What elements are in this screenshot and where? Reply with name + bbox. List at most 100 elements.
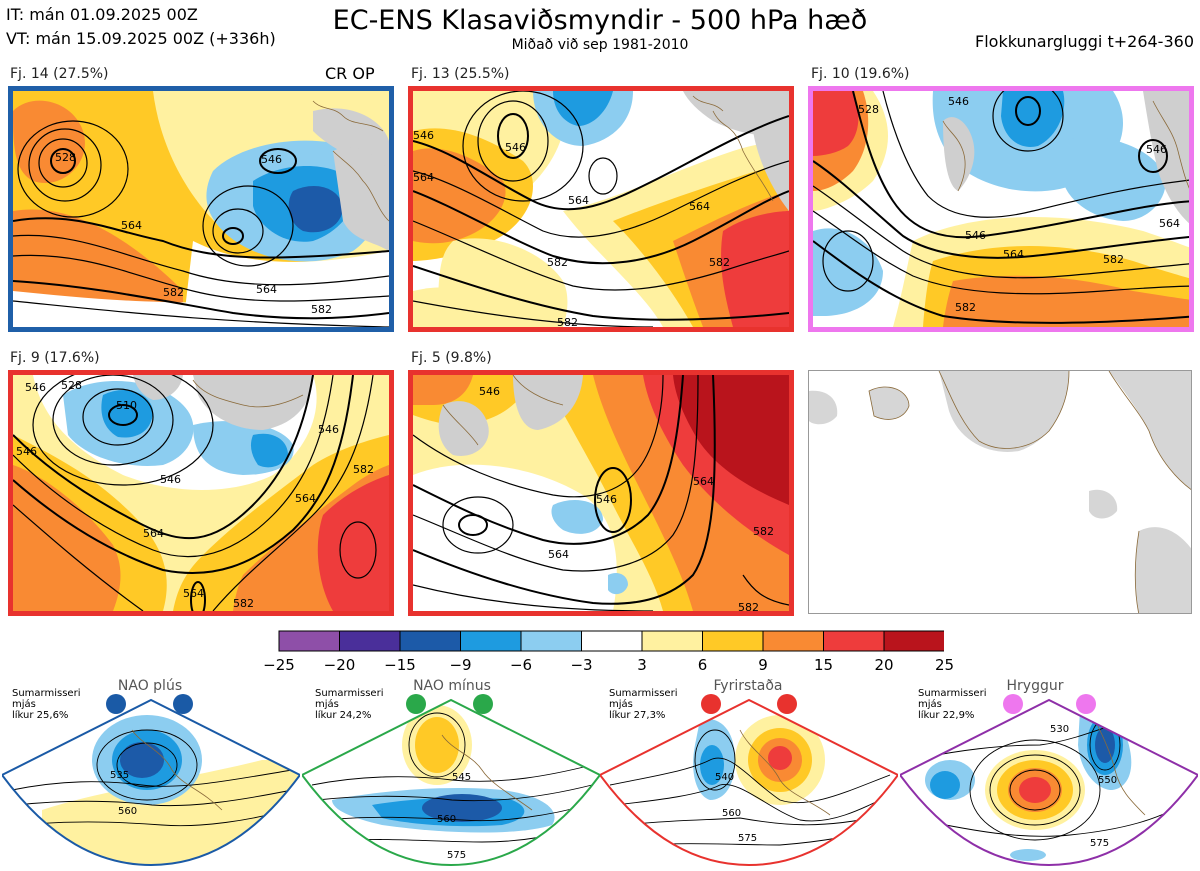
contour-label: 582 <box>955 301 976 314</box>
contour-label: 582 <box>1103 253 1124 266</box>
contour-label: 575 <box>738 833 757 844</box>
control-run-tag: CR OP <box>325 64 375 83</box>
contour-label: 564 <box>568 194 589 207</box>
contour-label: 528 <box>55 151 76 164</box>
regime-map-nao-minus[interactable]: 545 560 575 <box>302 690 600 870</box>
regime-map-blocking[interactable]: 540 560 575 <box>600 690 898 870</box>
colorbar-bin <box>278 630 340 652</box>
contour-label: 575 <box>1090 838 1109 849</box>
page-subtitle: Miðað við sep 1981-2010 <box>511 37 689 53</box>
contour-label: 564 <box>1003 248 1024 261</box>
colorbar-bin <box>399 630 461 652</box>
contour-label: 564 <box>295 492 316 505</box>
cluster-label: Fj. 13 (25.5%) <box>411 66 510 82</box>
cluster-map-2[interactable]: 546 546 564 564 582 564 582 582 <box>408 86 794 332</box>
contour-label: 564 <box>143 527 164 540</box>
contour-label: 582 <box>163 286 184 299</box>
colorbar-tick-label: −6 <box>509 656 533 674</box>
contour-label: 546 <box>413 129 434 142</box>
regime-map-nao-plus[interactable]: 535 560 <box>2 690 300 870</box>
contour-label: 546 <box>16 445 37 458</box>
colorbar-tick-label: 20 <box>874 656 894 674</box>
contour-label: 582 <box>353 463 374 476</box>
contour-label: 545 <box>452 772 471 783</box>
regime-dot-icon <box>473 694 493 714</box>
contour-label: 582 <box>738 601 759 611</box>
colorbar-bin <box>581 630 643 652</box>
contour-label: 564 <box>689 200 710 213</box>
init-time: IT: mán 01.09.2025 00Z <box>6 5 198 24</box>
contour-label: 582 <box>709 256 730 269</box>
regime-dot-icon <box>406 694 426 714</box>
colorbar-tick-label: −25 <box>263 656 295 674</box>
cluster-label: Fj. 14 (27.5%) <box>10 66 109 82</box>
contour-label: 510 <box>116 399 137 412</box>
contour-label: 546 <box>318 423 339 436</box>
regime-dot-icon <box>1003 694 1023 714</box>
cluster-map-4[interactable]: 546 528 510 546 546 546 564 564 564 582 … <box>8 370 394 616</box>
colorbar-bin <box>641 630 703 652</box>
regime-name: NAO plús <box>117 678 183 694</box>
regime-name: Hryggur <box>1006 678 1064 694</box>
cluster-label: Fj. 10 (19.6%) <box>811 66 910 82</box>
contour-label: 582 <box>557 316 578 327</box>
colorbar-bin <box>460 630 522 652</box>
regime-name: Fyrirstaða <box>713 678 783 694</box>
colorbar <box>278 630 944 652</box>
climatology-note: Sumarmisseri mjás líkur 25,6% <box>12 688 81 721</box>
contour-label: 530 <box>1050 724 1069 735</box>
climatology-note: Sumarmisseri mjás líkur 24,2% <box>315 688 384 721</box>
contour-label: 560 <box>118 806 137 817</box>
colorbar-tick-label: −15 <box>384 656 416 674</box>
contour-label: 564 <box>413 171 434 184</box>
contour-label: 546 <box>1146 143 1167 156</box>
contour-label: 560 <box>722 808 741 819</box>
contour-label: 564 <box>183 587 204 600</box>
cluster-label: Fj. 5 (9.8%) <box>411 350 492 366</box>
colorbar-bin <box>339 630 401 652</box>
contour-label: 535 <box>110 770 129 781</box>
contour-label: 546 <box>596 493 617 506</box>
cluster-map-3[interactable]: 528 546 546 564 546 564 582 582 <box>808 86 1194 332</box>
contour-label: 546 <box>505 141 526 154</box>
contour-label: 546 <box>261 153 282 166</box>
colorbar-bin <box>702 630 764 652</box>
climatology-note: Sumarmisseri mjás líkur 27,3% <box>609 688 678 721</box>
regime-dot-icon <box>701 694 721 714</box>
contour-label: 564 <box>121 219 142 232</box>
climatology-note: Sumarmisseri mjás líkur 22,9% <box>918 688 987 721</box>
contour-label: 564 <box>1159 217 1180 230</box>
regime-dot-icon <box>1076 694 1096 714</box>
contour-label: 582 <box>233 597 254 610</box>
empty-cluster-map <box>808 370 1192 614</box>
contour-label: 560 <box>437 814 456 825</box>
colorbar-tick-label: 15 <box>813 656 834 674</box>
valid-time: VT: mán 15.09.2025 00Z (+336h) <box>6 29 276 48</box>
contour-label: 546 <box>25 381 46 394</box>
colorbar-tick-label: −9 <box>449 656 472 674</box>
contour-label: 575 <box>447 850 466 861</box>
contour-label: 550 <box>1098 775 1117 786</box>
page-title: EC-ENS Klasaviðsmyndir - 500 hPa hæð <box>332 5 868 36</box>
contour-label: 564 <box>256 283 277 296</box>
coastline-icon <box>868 371 1191 613</box>
contour-label: 582 <box>311 303 332 316</box>
clustering-window: Flokkunargluggi t+264-360 <box>975 32 1194 51</box>
regime-map-ridge[interactable]: 530 550 575 <box>900 690 1198 870</box>
contour-label: 582 <box>547 256 568 269</box>
colorbar-tick-label: 6 <box>697 656 708 674</box>
regime-dot-icon <box>173 694 193 714</box>
contour-label: 528 <box>858 103 879 116</box>
contour-label: 582 <box>753 525 774 538</box>
regime-name: NAO mínus <box>413 678 491 694</box>
colorbar-tick-label: 9 <box>758 656 768 674</box>
colorbar-bin <box>883 630 944 652</box>
cluster-map-5[interactable]: 546 546 564 564 582 582 <box>408 370 794 616</box>
cluster-label: Fj. 9 (17.6%) <box>10 350 100 366</box>
contour-label: 546 <box>948 95 969 108</box>
contour-label: 546 <box>479 385 500 398</box>
colorbar-tick-label: 3 <box>637 656 647 674</box>
contour-label: 528 <box>61 379 82 392</box>
cluster-map-1[interactable]: 528 546 564 582 564 582 <box>8 86 394 332</box>
colorbar-tick-label: −20 <box>323 656 356 674</box>
